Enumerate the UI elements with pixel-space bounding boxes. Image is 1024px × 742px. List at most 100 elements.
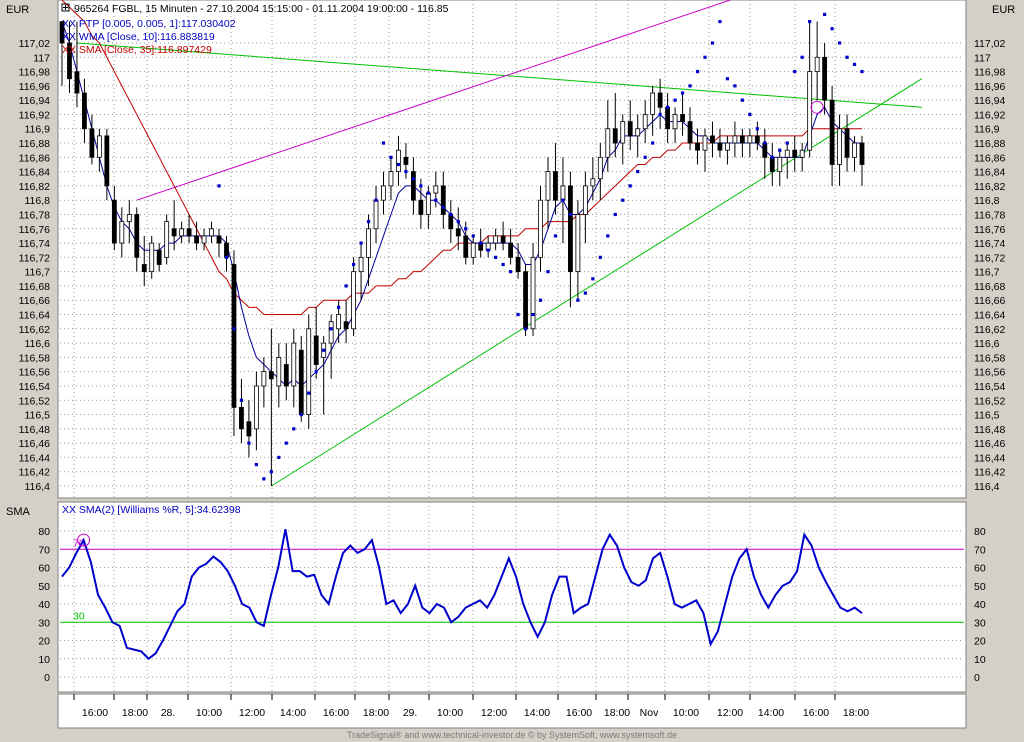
header-line: 965264 FGBL, 15 Minuten - 27.10.2004 15:…	[61, 3, 449, 15]
indicator-axis: 0 0 10 10 20 20 30 30 40 40 50 50 60 60 70 70 80 80	[38, 526, 986, 684]
osc-tick-left: 80	[38, 526, 50, 538]
candle-body	[837, 128, 842, 165]
ptp-dot	[837, 41, 842, 45]
time-tick: 14:00	[758, 707, 784, 719]
candle-body	[605, 128, 611, 158]
ptp-dot	[269, 470, 273, 474]
candle-body	[612, 128, 618, 144]
osc-tick-right: 0	[974, 672, 980, 684]
price-tick-left: 116,68	[19, 281, 50, 293]
candle-body	[717, 142, 723, 151]
ptp-dot	[277, 455, 281, 460]
ptp-dot	[763, 141, 767, 145]
time-tick: 14:00	[280, 707, 306, 719]
green-trendline[interactable]	[76, 42, 922, 108]
ptp-dot	[456, 220, 460, 224]
ptp-dot	[733, 84, 737, 88]
time-tick: 18:00	[363, 707, 389, 719]
ptp-dot	[785, 141, 789, 145]
candle-body	[739, 135, 745, 144]
price-tick-right: 116,54	[974, 381, 1005, 393]
candle-body	[732, 135, 738, 144]
candle-body	[313, 335, 319, 365]
ptp-dot	[531, 312, 535, 317]
candle-body	[246, 421, 252, 437]
ptp-dot	[830, 27, 834, 31]
legend-wma[interactable]: XX WMA [Close, 10]:116.883819	[62, 31, 215, 43]
price-tick-right: 116,52	[974, 395, 1005, 407]
ptp-dot	[606, 234, 610, 238]
ptp-dot	[740, 98, 744, 102]
candle-body	[328, 321, 334, 344]
candle-body	[725, 142, 730, 151]
candle-body	[747, 135, 753, 144]
ptp-dot	[793, 69, 797, 74]
magenta-trendline[interactable]	[136, 0, 773, 201]
legend-williams[interactable]: XX SMA(2) [Williams %R, 5]:34.62398	[62, 504, 241, 516]
time-tick: 16:00	[566, 707, 592, 719]
time-tick: 10:00	[673, 707, 699, 719]
candle-body	[500, 235, 506, 244]
osc-tick-left: 60	[38, 563, 50, 575]
candle-body	[575, 214, 581, 273]
candle-body	[351, 271, 356, 330]
ptp-dot	[314, 370, 318, 374]
candle-body	[710, 135, 715, 144]
ptp-dot	[636, 170, 640, 174]
candle-body	[769, 156, 775, 173]
time-tick: 10:00	[196, 707, 222, 719]
candle-body	[358, 256, 364, 273]
candle-body	[306, 328, 312, 415]
ptp-dot	[471, 234, 475, 238]
expand-icon[interactable]	[61, 3, 70, 12]
candle-body	[231, 264, 237, 408]
price-tick-right: 116,62	[974, 324, 1005, 336]
candle-body	[852, 142, 857, 158]
candle-body	[186, 228, 192, 237]
price-tick-right: 116,4	[974, 481, 1000, 493]
legend-sma[interactable]: XX SMA [Close, 35]:116.897429	[62, 44, 212, 56]
price-tick-left: 116,46	[19, 438, 50, 450]
ptp-dot	[621, 198, 625, 202]
ptp-dot	[628, 184, 632, 188]
candle-body	[411, 171, 416, 201]
ptp-dot	[337, 305, 341, 309]
ptp-dot	[239, 398, 244, 402]
time-tick: Nov	[640, 707, 659, 719]
candle-body	[597, 156, 603, 180]
price-tick-right: 116,8	[974, 195, 1000, 207]
ptp-dot	[860, 69, 864, 74]
candle-body	[396, 149, 401, 173]
ptp-dot	[441, 205, 445, 209]
williams-line	[61, 528, 863, 661]
indicator-label: SMA	[6, 506, 31, 518]
ptp-dot	[680, 91, 685, 95]
ptp-dot	[591, 277, 595, 281]
candle-body	[126, 214, 132, 223]
candle-body	[171, 228, 177, 237]
price-tick-left: 116,54	[19, 381, 50, 393]
osc-tick-right: 30	[974, 617, 986, 629]
price-tick-left: 116,92	[19, 109, 50, 121]
candle-body	[261, 371, 267, 387]
ptp-dot	[449, 212, 453, 217]
green-trendline[interactable]	[271, 78, 923, 487]
ptp-dot	[381, 141, 386, 145]
time-tick: 18:00	[843, 707, 869, 719]
price-tick-left: 116,74	[19, 238, 50, 250]
price-tick-left: 116,7	[25, 267, 51, 279]
ptp-dot	[748, 112, 752, 117]
candle-body	[530, 256, 536, 330]
indicator-panel[interactable]	[57, 501, 967, 693]
ptp-dot	[486, 248, 490, 252]
ptp-dot	[808, 19, 812, 24]
candle-body	[164, 221, 170, 258]
price-tick-left: 117,02	[19, 38, 50, 50]
candle-body	[702, 135, 708, 151]
candle-body	[538, 199, 543, 258]
price-tick-left: 116,76	[19, 224, 50, 236]
currency-label-right: EUR	[992, 4, 1015, 16]
trendlines[interactable]	[76, 0, 923, 487]
legend-ptp[interactable]: XX PTP [0.005, 0.005, 1]:117.030402	[62, 18, 236, 30]
candle-body	[807, 71, 813, 151]
